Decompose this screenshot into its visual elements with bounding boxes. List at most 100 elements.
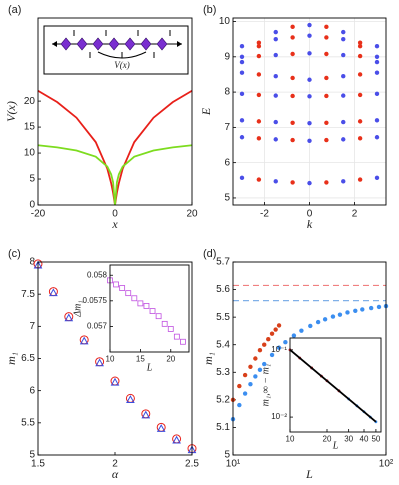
point: [242, 372, 248, 378]
site-diamonds: [60, 37, 168, 51]
x-tick-label: 2: [352, 209, 358, 220]
point: [95, 358, 104, 367]
plot-frame: [37, 261, 193, 456]
point: [269, 352, 275, 358]
point: [239, 135, 245, 140]
point: [374, 91, 380, 97]
point: [357, 40, 363, 45]
point: [341, 29, 346, 35]
point: [291, 333, 297, 338]
point: [374, 135, 380, 140]
y-tick-label: 5.2: [216, 394, 230, 405]
point: [137, 300, 144, 307]
point: [315, 319, 321, 325]
y-tick-label: 5.3: [216, 367, 230, 378]
x-tick-label: 30: [344, 434, 353, 443]
y-tick-label: 6: [224, 157, 230, 168]
point: [357, 119, 363, 124]
spin-arrows: [73, 30, 171, 58]
panel-label: (b): [203, 4, 216, 16]
y-tick-label: 5: [29, 174, 35, 185]
point: [324, 120, 329, 125]
point: [256, 119, 262, 124]
interaction-arc: [97, 51, 147, 59]
point: [79, 336, 89, 345]
y-tick-label: 9: [224, 51, 230, 62]
point: [273, 179, 278, 184]
point: [324, 51, 329, 57]
point: [256, 72, 262, 77]
point: [357, 72, 363, 77]
plot-frame: [232, 261, 387, 456]
point: [374, 59, 380, 65]
point: [64, 313, 74, 322]
point: [253, 374, 258, 379]
point: [290, 24, 295, 30]
point: [307, 138, 312, 143]
y-tick-label: 10⁻²: [271, 412, 287, 421]
y-tick-label: 5.4: [216, 339, 230, 350]
panel-label: (d): [203, 248, 216, 260]
point: [290, 180, 295, 185]
point: [374, 70, 380, 75]
point: [337, 312, 343, 317]
y-tick-label: 5: [224, 450, 230, 461]
point: [269, 331, 275, 336]
point: [341, 74, 346, 79]
y-axis-label: Δm₁: [72, 300, 83, 318]
point: [256, 177, 262, 182]
point: [341, 52, 346, 58]
point: [324, 137, 329, 143]
x-axis-label: α: [112, 467, 119, 481]
point: [239, 44, 245, 49]
point: [256, 92, 262, 98]
point: [273, 119, 278, 125]
point: [324, 93, 329, 99]
point: [239, 91, 245, 97]
point: [242, 391, 248, 396]
x-tick-label: 2: [112, 459, 118, 470]
inset-background: [290, 338, 381, 432]
y-tick-label: 0: [29, 200, 35, 211]
point: [341, 137, 346, 142]
point: [273, 327, 278, 332]
point: [113, 281, 119, 288]
x-tick-label: 0: [307, 209, 313, 220]
y-axis-label: V(x): [4, 101, 18, 122]
point: [307, 77, 312, 82]
y-axis-label: m₁: [201, 352, 215, 365]
point: [341, 36, 346, 42]
sites: [60, 37, 168, 51]
y-tick-label: 8: [29, 257, 35, 268]
series-line: [289, 349, 377, 423]
point: [345, 310, 350, 315]
point: [307, 120, 312, 126]
y-tick-label: 6: [29, 385, 35, 396]
y-tick-label: 6.5: [21, 353, 35, 364]
y-tick-label: 15: [24, 122, 36, 133]
x-tick-label: 50: [371, 434, 380, 443]
point: [161, 320, 168, 327]
y-tick-label: 7: [29, 321, 35, 332]
plot-frame: [232, 17, 387, 206]
point: [290, 75, 295, 81]
diagram-frame: [43, 25, 189, 75]
series-line: [37, 144, 193, 206]
point: [256, 40, 262, 45]
point: [276, 323, 282, 328]
x-tick-label: 20: [186, 209, 198, 220]
point: [341, 119, 346, 125]
x-tick-label: 10¹: [226, 459, 241, 470]
point: [49, 288, 58, 297]
point: [307, 94, 312, 99]
y-axis-label: m₁,∞ − m₁: [260, 364, 271, 407]
y-axis-label: E: [199, 107, 213, 116]
x-tick-label: 10²: [379, 459, 394, 470]
point: [125, 290, 132, 297]
point: [131, 295, 138, 302]
y-tick-label: 10: [219, 16, 231, 27]
point: [173, 333, 180, 340]
point: [149, 308, 156, 314]
diagram-label: V(x): [114, 60, 130, 70]
